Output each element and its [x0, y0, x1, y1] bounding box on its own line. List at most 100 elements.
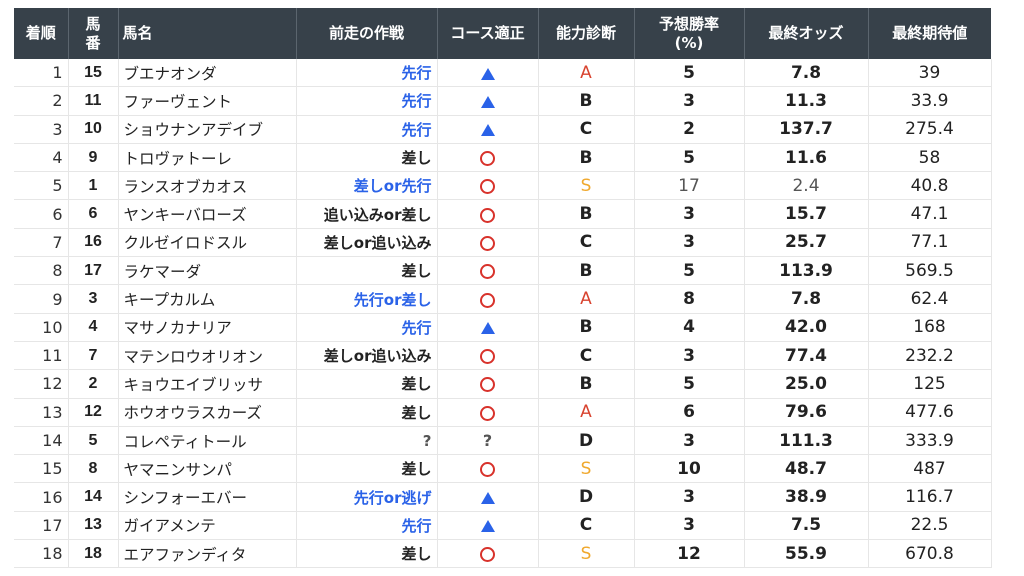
ability-cell: A — [538, 284, 635, 314]
horse-number-cell: 2 — [68, 369, 119, 399]
circle-mark-icon — [480, 405, 495, 421]
course-aptitude-cell — [437, 454, 539, 484]
course-aptitude-cell — [437, 369, 539, 399]
triangle-mark-icon — [480, 322, 495, 335]
horse-name-cell: コレペティトール — [118, 426, 297, 456]
expected-value-cell: 275.4 — [868, 115, 992, 144]
table-row: 1 15 ブエナオンダ 先行 A 5 7.8 39 — [14, 59, 992, 88]
triangle-mark-icon — [480, 67, 495, 80]
rank-cell: 15 — [14, 454, 69, 484]
final-odds-cell: 42.0 — [744, 313, 869, 342]
strategy-cell: 差し — [296, 369, 438, 399]
course-aptitude-cell — [437, 341, 539, 371]
strategy-cell: 先行 — [296, 313, 438, 342]
win-rate-cell: 10 — [634, 454, 745, 484]
triangle-mark-icon — [480, 492, 495, 505]
circle-mark-icon — [480, 151, 495, 167]
final-odds-cell: 25.0 — [744, 369, 869, 399]
horse-name-cell: シンフォーエバー — [118, 482, 297, 512]
expected-value-cell: 232.2 — [868, 341, 992, 371]
table-row: 4 9 トロヴァトーレ 差し B 5 11.6 58 — [14, 143, 992, 173]
ability-cell: B — [538, 256, 635, 286]
header-rank: 着順 — [14, 8, 69, 59]
header-previous-strategy: 前走の作戦 — [296, 8, 438, 59]
course-aptitude-cell — [437, 143, 539, 173]
ability-cell: C — [538, 228, 635, 258]
horse-name-cell: ホウオウラスカーズ — [118, 398, 297, 427]
course-aptitude-cell — [437, 313, 539, 342]
win-rate-cell: 5 — [634, 143, 745, 173]
horse-number-cell: 5 — [68, 426, 119, 456]
strategy-cell: 差しor先行 — [296, 171, 438, 201]
triangle-mark-icon — [480, 124, 495, 137]
strategy-cell: 差しor追い込み — [296, 341, 438, 371]
table-row: 2 11 ファーヴェント 先行 B 3 11.3 33.9 — [14, 86, 992, 116]
circle-mark-icon — [480, 235, 495, 251]
win-rate-cell: 3 — [634, 228, 745, 258]
triangle-mark-icon — [480, 520, 495, 533]
expected-value-cell: 22.5 — [868, 511, 992, 541]
strategy-cell: 差し — [296, 454, 438, 484]
course-aptitude-cell — [437, 284, 539, 314]
header-horse-name: 馬名 — [118, 8, 297, 59]
strategy-cell: 先行or逃げ — [296, 482, 438, 512]
strategy-cell: 先行 — [296, 115, 438, 144]
win-rate-cell: 3 — [634, 199, 745, 229]
ability-cell: B — [538, 369, 635, 399]
final-odds-cell: 113.9 — [744, 256, 869, 286]
horse-name-cell: キョウエイブリッサ — [118, 369, 297, 399]
horse-name-cell: クルゼイロドスル — [118, 228, 297, 258]
rank-cell: 6 — [14, 199, 69, 229]
circle-mark-icon — [480, 207, 495, 223]
course-aptitude-cell — [437, 482, 539, 512]
expected-value-cell: 670.8 — [868, 539, 992, 569]
win-rate-cell: 5 — [634, 59, 745, 88]
ability-cell: B — [538, 143, 635, 173]
final-odds-cell: 11.6 — [744, 143, 869, 173]
expected-value-cell: 40.8 — [868, 171, 992, 201]
final-odds-cell: 7.8 — [744, 59, 869, 88]
table-row: 12 2 キョウエイブリッサ 差し B 5 25.0 125 — [14, 369, 992, 399]
circle-mark-icon — [480, 349, 495, 365]
horse-number-cell: 18 — [68, 539, 119, 569]
horse-number-cell: 17 — [68, 256, 119, 286]
win-rate-cell: 3 — [634, 86, 745, 116]
ability-cell: C — [538, 115, 635, 144]
header-course-aptitude: コース適正 — [437, 8, 539, 59]
horse-number-cell: 7 — [68, 341, 119, 371]
horse-number-cell: 9 — [68, 143, 119, 173]
rank-cell: 17 — [14, 511, 69, 541]
horse-number-cell: 11 — [68, 86, 119, 116]
table-row: 18 18 エアファンディタ 差し S 12 55.9 670.8 — [14, 539, 992, 569]
header-win-rate-cell: 予想勝率(%) — [634, 8, 745, 59]
horse-number-cell: 14 — [68, 482, 119, 512]
table-row: 16 14 シンフォーエバー 先行or逃げ D 3 38.9 116.7 — [14, 482, 992, 512]
ability-cell: D — [538, 482, 635, 512]
rank-cell: 10 — [14, 313, 69, 342]
ability-cell: A — [538, 59, 635, 88]
header-horse-number-line1: 馬 — [85, 14, 101, 33]
horse-name-cell: ガイアメンテ — [118, 511, 297, 541]
final-odds-cell: 38.9 — [744, 482, 869, 512]
table-row: 11 7 マテンロウオリオン 差しor追い込み C 3 77.4 232.2 — [14, 341, 992, 371]
course-aptitude-cell — [437, 171, 539, 201]
horse-number-cell: 3 — [68, 284, 119, 314]
table-row: 8 17 ラケマーダ 差し B 5 113.9 569.5 — [14, 256, 992, 286]
horse-number-cell: 12 — [68, 398, 119, 427]
ability-cell: D — [538, 426, 635, 456]
expected-value-cell: 333.9 — [868, 426, 992, 456]
horse-number-cell: 4 — [68, 313, 119, 342]
ability-cell: B — [538, 199, 635, 229]
header-horse-number-line2: 番 — [85, 33, 101, 52]
final-odds-cell: 25.7 — [744, 228, 869, 258]
course-aptitude-cell — [437, 539, 539, 569]
expected-value-cell: 477.6 — [868, 398, 992, 427]
final-odds-cell: 55.9 — [744, 539, 869, 569]
final-odds-cell: 111.3 — [744, 426, 869, 456]
rank-cell: 3 — [14, 115, 69, 144]
course-aptitude-cell: ? — [437, 426, 539, 456]
rank-cell: 4 — [14, 143, 69, 173]
rank-cell: 5 — [14, 171, 69, 201]
course-aptitude-cell — [437, 59, 539, 88]
ability-cell: S — [538, 539, 635, 569]
